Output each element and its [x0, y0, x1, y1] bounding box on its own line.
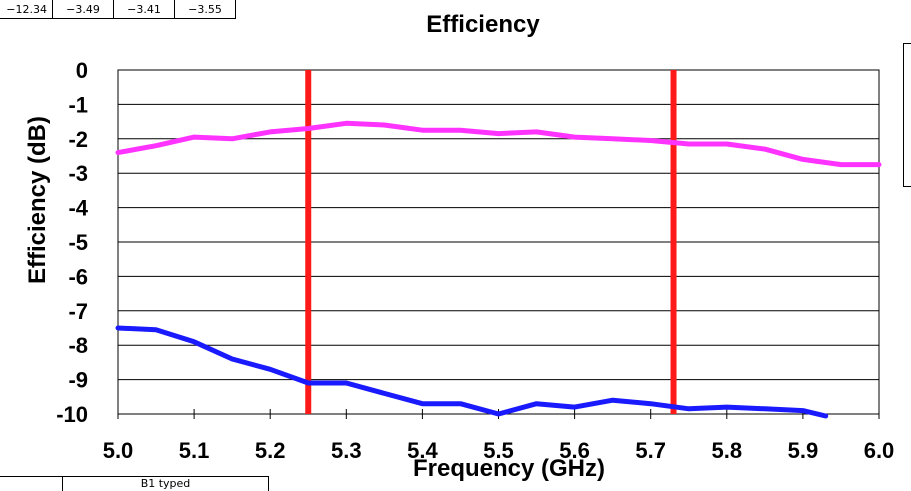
table-cell: [0, 477, 63, 491]
y-axis-label: Efficiency (dB): [24, 116, 51, 284]
y-tick-label: -5: [68, 230, 88, 255]
y-tick-label: -4: [68, 196, 88, 221]
grid: [118, 70, 879, 414]
y-tick-label: -6: [68, 264, 88, 289]
y-tick-label: -10: [56, 402, 88, 427]
table-cell: B1 typed: [63, 477, 269, 491]
y-tick-label: -1: [68, 92, 88, 117]
legend-box: [903, 43, 911, 187]
x-tick-label: 5.8: [712, 438, 743, 463]
y-tick-label: -3: [68, 161, 88, 186]
series-lines: [118, 123, 879, 416]
y-tick-label: -8: [68, 333, 88, 358]
x-tick-label: 5.3: [331, 438, 362, 463]
y-tick-label: -7: [68, 299, 88, 324]
y-tick-label: -2: [68, 127, 88, 152]
chart-title: Efficiency: [426, 11, 540, 38]
x-tick-label: 5.7: [635, 438, 666, 463]
x-axis-label: Frequency (GHz): [413, 455, 605, 482]
x-tick-label: 5.2: [255, 438, 286, 463]
series-line: [118, 328, 826, 416]
type-table: B1 typed: [0, 476, 269, 491]
y-tick-label: 0: [76, 58, 88, 83]
x-tick-label: 5.9: [788, 438, 819, 463]
y-tick-label: -9: [68, 368, 88, 393]
series-line: [118, 123, 879, 164]
x-tick-label: 5.0: [103, 438, 134, 463]
x-tick-label: 5.1: [179, 438, 210, 463]
x-tick-label: 6.0: [864, 438, 895, 463]
y-tick-labels: 0 -1 -2 -3 -4 -5 -6 -7 -8 -9 -10: [56, 58, 89, 427]
